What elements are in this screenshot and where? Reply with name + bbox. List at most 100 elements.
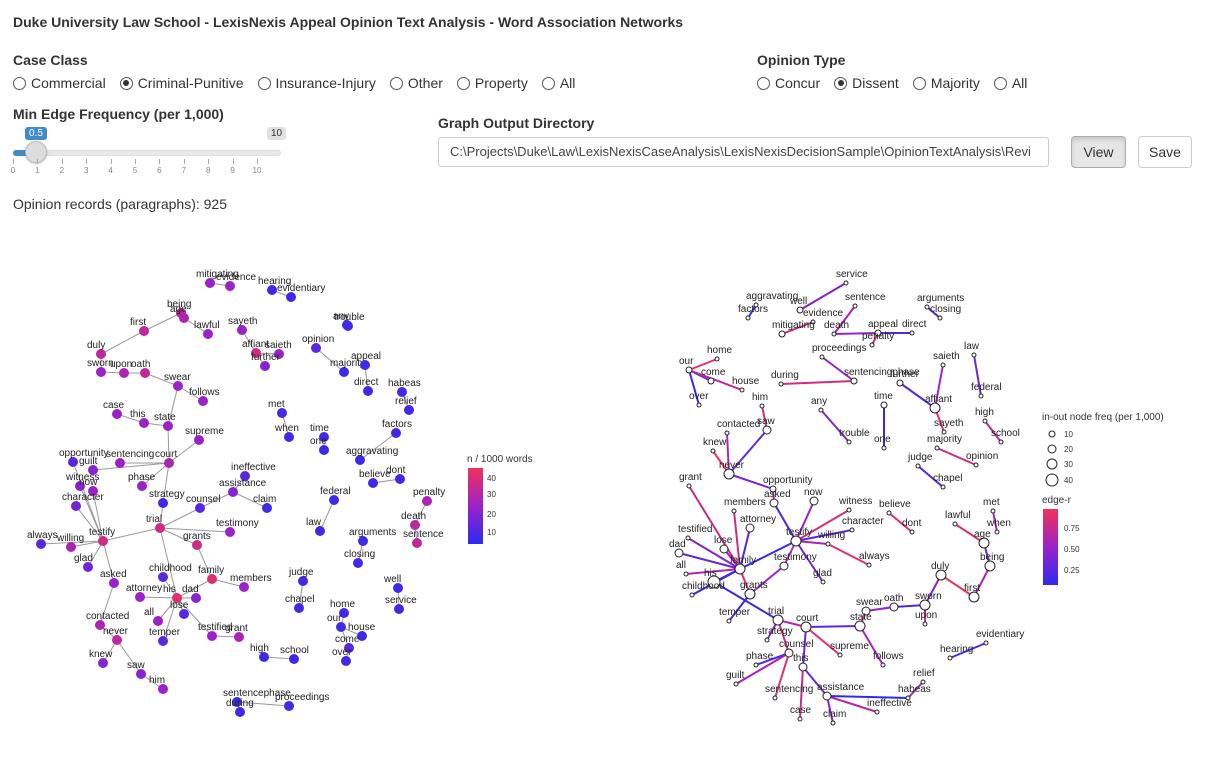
right-edge: [749, 565, 785, 595]
right-node: [784, 648, 794, 658]
right-edge: [954, 523, 985, 544]
left-node: [235, 707, 245, 717]
left-node: [355, 455, 365, 465]
save-button[interactable]: Save: [1138, 136, 1192, 168]
right-node: [924, 304, 930, 310]
radio-circle[interactable]: [993, 76, 1007, 90]
left-node: [251, 348, 261, 358]
radio-circle[interactable]: [456, 76, 470, 90]
left-node-label: service: [385, 595, 417, 606]
left-node: [191, 593, 201, 603]
right-node-label: saieth: [933, 351, 960, 362]
left-edge: [141, 462, 170, 487]
right-node: [861, 606, 871, 616]
left-node-label: age: [170, 304, 187, 315]
view-button[interactable]: View: [1071, 136, 1126, 168]
left-node: [394, 604, 404, 614]
right-node-label: evidentiary: [976, 629, 1024, 640]
right-edge: [805, 626, 841, 656]
right-node-label: well: [789, 296, 807, 307]
right-node-label: guilt: [726, 670, 745, 681]
graph-output-input[interactable]: C:\Projects\Duke\Law\LexisNexisCaseAnaly…: [438, 137, 1049, 167]
slider-tick-label: 3: [83, 166, 89, 175]
left-node: [368, 478, 378, 488]
left-node: [298, 576, 308, 586]
left-node-label: supreme: [185, 426, 224, 437]
left-legend-tick: 10: [487, 528, 496, 537]
left-node: [360, 360, 370, 370]
left-edge: [102, 540, 115, 584]
right-node-label: duly: [931, 561, 949, 572]
radio-label: Concur: [775, 75, 821, 91]
opinion-type-radio-group: Concur Dissent Majority All: [757, 75, 1041, 91]
radio-circle[interactable]: [13, 76, 26, 90]
right-node: [869, 342, 875, 348]
left-node-label: believe: [359, 469, 391, 480]
right-node: [854, 620, 866, 632]
right-node-label: now: [804, 487, 823, 498]
left-node-label: him: [149, 675, 165, 686]
right-node: [778, 381, 784, 387]
case-class-radio-insurance-injury[interactable]: Insurance-Injury: [257, 75, 376, 91]
left-edge: [319, 499, 335, 532]
left-node-label: any: [333, 311, 349, 322]
radio-circle[interactable]: [119, 76, 133, 90]
radio-circle[interactable]: [541, 76, 555, 90]
left-edge: [102, 527, 161, 542]
right-node: [753, 662, 759, 668]
case-class-label: Case Class: [13, 52, 88, 68]
right-node-label: lose: [714, 535, 733, 546]
left-edge: [167, 425, 170, 464]
case-class-radio-criminal-punitive[interactable]: Criminal-Punitive: [119, 75, 244, 91]
slider-tick-label: 6: [157, 166, 162, 175]
right-edge: [735, 652, 790, 685]
case-class-radio-other[interactable]: Other: [389, 75, 443, 91]
case-class-radio-property[interactable]: Property: [456, 75, 528, 91]
radio-circle[interactable]: [389, 76, 403, 90]
radio-circle[interactable]: [757, 76, 770, 90]
opinion-type-radio-majority[interactable]: Majority: [912, 75, 980, 91]
right-edge: [688, 369, 743, 391]
right-node-label: willing: [817, 530, 845, 541]
right-node: [779, 561, 789, 571]
right-node-label: any: [811, 396, 827, 407]
radio-circle[interactable]: [912, 76, 926, 90]
right-node-label: opinion: [966, 451, 998, 462]
right-node: [818, 407, 824, 413]
radio-circle[interactable]: [257, 76, 271, 90]
right-node: [733, 681, 739, 687]
radio-circle[interactable]: [834, 76, 848, 90]
left-node: [140, 368, 150, 378]
radio-label: Insurance-Injury: [275, 75, 376, 91]
slider-tick-label: 2: [59, 166, 65, 175]
left-node: [135, 592, 145, 602]
right-node: [731, 508, 737, 514]
opinion-type-radio-concur[interactable]: Concur: [757, 75, 820, 91]
left-edge: [263, 656, 295, 660]
right-node-label: direct: [902, 319, 927, 330]
opinion-type-radio-all[interactable]: All: [993, 75, 1027, 91]
right-edge: [728, 429, 768, 475]
left-edge: [236, 701, 290, 707]
right-node-label: opportunity: [763, 475, 812, 486]
right-legend-size-tick: 10: [1064, 430, 1073, 439]
left-node-label: case: [103, 400, 125, 411]
right-legend-size-tick: 20: [1064, 445, 1073, 454]
opinion-type-radio-dissent[interactable]: Dissent: [834, 75, 899, 91]
left-node-label: claim: [253, 494, 276, 505]
right-edge: [799, 282, 847, 311]
radio-label: Other: [407, 75, 443, 91]
left-node-label: dont: [386, 465, 406, 476]
left-node: [353, 558, 363, 568]
right-edge: [940, 574, 975, 598]
right-node-label: dad: [669, 539, 686, 550]
left-node-label: majority: [330, 358, 365, 369]
right-node-label: assistance: [817, 682, 865, 693]
case-class-radio-all[interactable]: All: [541, 75, 575, 91]
slider-handle[interactable]: [25, 141, 47, 163]
slider-tick: [13, 159, 14, 164]
case-class-radio-commercial[interactable]: Commercial: [13, 75, 106, 91]
right-node-label: him: [752, 392, 768, 403]
right-node: [982, 418, 988, 424]
